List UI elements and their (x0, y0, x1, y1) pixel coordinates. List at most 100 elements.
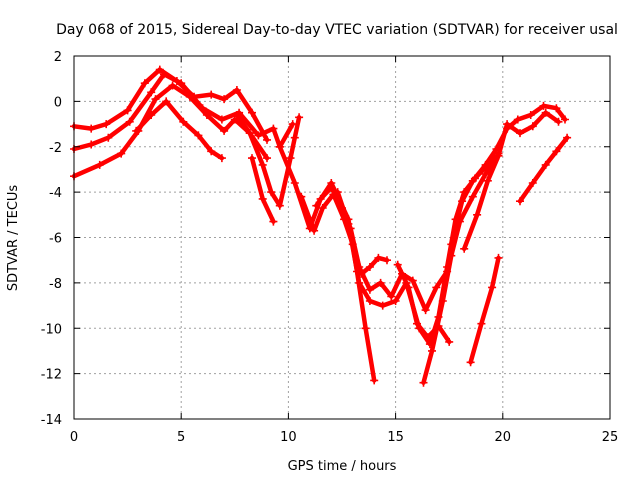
data-point-marker (267, 188, 276, 197)
data-point-marker (561, 115, 569, 124)
y-tick-label: 0 (54, 95, 62, 110)
data-point-marker (494, 151, 503, 160)
data-point-marker (563, 133, 572, 142)
data-point-marker (269, 217, 278, 226)
series-line (468, 255, 501, 365)
x-tick-label: 5 (177, 430, 185, 445)
satellite-track-6 (248, 154, 278, 226)
x-tick-label: 15 (387, 430, 404, 445)
data-point-marker (248, 154, 256, 163)
data-point-marker (87, 140, 96, 149)
chart-title: Day 068 of 2015, Sidereal Day-to-day VTE… (56, 22, 618, 38)
data-point-marker (147, 111, 156, 119)
data-point-marker (263, 135, 271, 144)
data-point-marker (217, 154, 226, 163)
data-point-marker (383, 256, 391, 265)
data-point-marker (160, 70, 168, 79)
data-point-marker (438, 297, 447, 305)
data-point-marker (269, 124, 278, 133)
satellite-track-15 (466, 253, 503, 367)
data-point-marker (528, 179, 537, 187)
y-tick-label: 2 (54, 50, 62, 65)
data-series (70, 65, 572, 387)
data-point-marker (232, 86, 241, 94)
data-point-marker (552, 147, 561, 156)
data-point-marker (404, 283, 413, 292)
data-point-marker (494, 253, 503, 262)
data-point-marker (408, 276, 417, 285)
data-point-marker (232, 111, 241, 119)
data-point-marker (318, 204, 327, 212)
data-point-marker (370, 376, 379, 385)
data-point-marker (541, 108, 550, 117)
data-point-marker (275, 201, 284, 210)
data-point-marker (541, 160, 550, 169)
data-point-marker (194, 131, 203, 140)
data-point-marker (220, 126, 229, 135)
data-point-marker (460, 244, 469, 253)
data-point-marker (185, 92, 194, 101)
data-point-marker (207, 147, 216, 156)
data-point-marker (473, 210, 482, 219)
data-point-marker (539, 101, 548, 110)
data-point-marker (168, 81, 177, 90)
data-point-marker (162, 97, 171, 106)
data-point-marker (447, 251, 456, 260)
x-axis-label: GPS time / hours (288, 459, 397, 474)
y-tick-label: -8 (49, 277, 62, 292)
data-point-marker (365, 263, 374, 271)
data-point-marker (361, 324, 370, 333)
series-line (395, 262, 452, 345)
series-line (277, 144, 450, 313)
data-point-marker (258, 160, 267, 169)
satellite-track-12 (419, 149, 503, 387)
data-point-marker (297, 192, 306, 201)
grid (74, 56, 610, 419)
data-point-marker (468, 192, 477, 201)
data-point-marker (286, 154, 295, 163)
data-point-marker (155, 65, 164, 74)
data-point-marker (513, 115, 522, 124)
data-point-marker (554, 117, 563, 126)
data-point-marker (327, 179, 336, 187)
data-point-marker (413, 319, 421, 328)
data-point-marker (123, 106, 132, 115)
data-point-marker (488, 283, 497, 292)
data-point-marker (526, 111, 535, 119)
data-point-marker (477, 319, 486, 328)
y-tick-label: -10 (41, 322, 62, 337)
data-point-marker (365, 297, 374, 305)
data-point-marker (344, 219, 353, 228)
data-point-marker (503, 120, 512, 129)
data-point-marker (374, 253, 383, 262)
data-point-marker (483, 176, 492, 185)
data-point-marker (552, 104, 561, 113)
data-point-marker (95, 160, 104, 169)
data-point-marker (391, 297, 400, 305)
data-point-marker (220, 95, 229, 104)
data-point-marker (428, 346, 436, 355)
data-point-marker (528, 122, 537, 131)
data-point-marker (288, 120, 297, 129)
data-point-marker (445, 337, 454, 346)
data-point-marker (151, 95, 160, 104)
data-point-marker (419, 378, 428, 387)
data-point-marker (248, 108, 256, 117)
data-point-marker (102, 120, 111, 129)
satellite-track-8 (297, 190, 391, 278)
data-point-marker (202, 111, 211, 119)
data-point-marker (104, 133, 113, 142)
series-line (461, 110, 561, 252)
data-point-marker (423, 333, 432, 342)
data-point-marker (333, 188, 342, 197)
y-tick-label: -2 (49, 141, 62, 156)
y-tick-label: -4 (49, 186, 62, 201)
data-point-marker (481, 160, 490, 169)
data-point-marker (365, 285, 374, 294)
data-point-marker (217, 115, 226, 124)
y-tick-label: -12 (41, 368, 62, 383)
data-point-marker (258, 194, 267, 203)
data-point-marker (207, 90, 216, 99)
data-point-marker (312, 201, 321, 210)
